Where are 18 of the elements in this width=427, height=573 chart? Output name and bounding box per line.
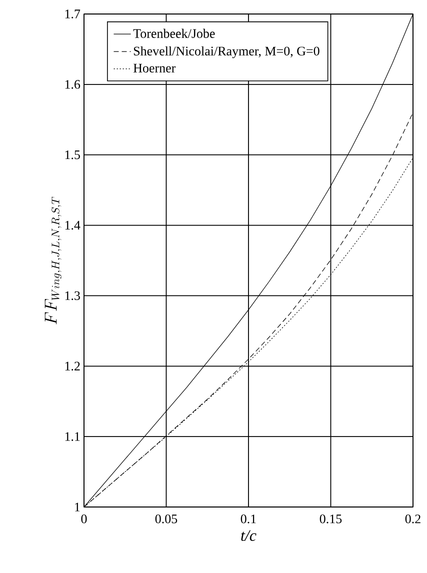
y-tick-label: 1.6 [65,80,80,89]
x-tick-label: 0.05 [155,514,178,524]
legend-label: Hoerner [133,64,176,72]
y-tick-label: 1.5 [65,150,80,160]
x-tick-label: 0.15 [320,514,342,524]
x-tick-label: 0.1 [240,514,256,524]
x-axis-title: t/c [241,530,256,541]
y-tick-label: 1 [75,502,80,512]
x-tick-label: 0.2 [405,514,420,524]
y-tick-label: 1.4 [65,220,80,230]
legend-label: Torenbeek/Jobe [133,28,215,38]
y-tick-label: 1.7 [65,10,80,18]
legend-label: Shevell/Nicolai/Raymer, M=0, G=0 [134,46,320,58]
y-axis-title: $FF_{Wing,H,J,L,N,R,S,T}$ [44,196,62,324]
y-tick-label: 1.2 [65,362,80,371]
x-tick-label: 0 [81,514,87,524]
y-tick-label: 1.1 [65,432,80,441]
y-tick-label: 1.3 [65,291,80,300]
